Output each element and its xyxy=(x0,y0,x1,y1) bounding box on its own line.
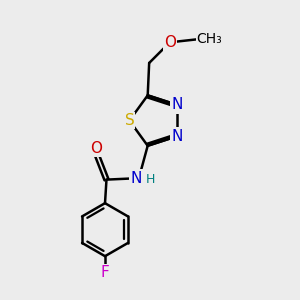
Text: O: O xyxy=(90,141,102,156)
Text: CH₃: CH₃ xyxy=(197,32,222,46)
Text: H: H xyxy=(146,173,155,186)
Text: N: N xyxy=(172,98,183,112)
Text: O: O xyxy=(164,35,176,50)
Text: F: F xyxy=(100,265,109,280)
Text: S: S xyxy=(124,113,134,128)
Text: N: N xyxy=(172,129,183,144)
Text: N: N xyxy=(130,171,142,186)
